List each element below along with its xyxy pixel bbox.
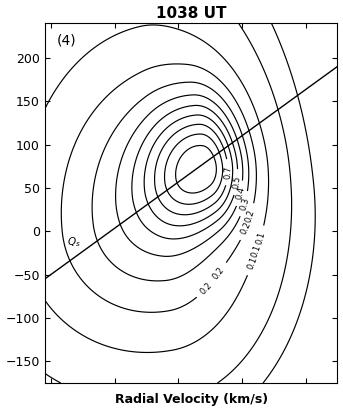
Text: 0.3: 0.3 (238, 196, 251, 211)
Text: 0.1: 0.1 (255, 231, 267, 246)
X-axis label: Radial Velocity (km/s): Radial Velocity (km/s) (115, 393, 268, 407)
Text: 0.2: 0.2 (244, 208, 257, 223)
Text: 0.2: 0.2 (198, 281, 214, 296)
Text: 0.7: 0.7 (223, 166, 233, 179)
Text: (4): (4) (57, 34, 76, 48)
Text: 0.5: 0.5 (232, 175, 242, 189)
Text: $Q_s$: $Q_s$ (67, 235, 81, 248)
Text: 0.1: 0.1 (250, 243, 263, 258)
Text: 0.2: 0.2 (239, 220, 253, 236)
Text: 0.4: 0.4 (235, 186, 246, 201)
Text: 0.1: 0.1 (246, 255, 259, 271)
Title: 1038 UT: 1038 UT (156, 5, 226, 21)
Text: 0.2: 0.2 (211, 265, 226, 281)
